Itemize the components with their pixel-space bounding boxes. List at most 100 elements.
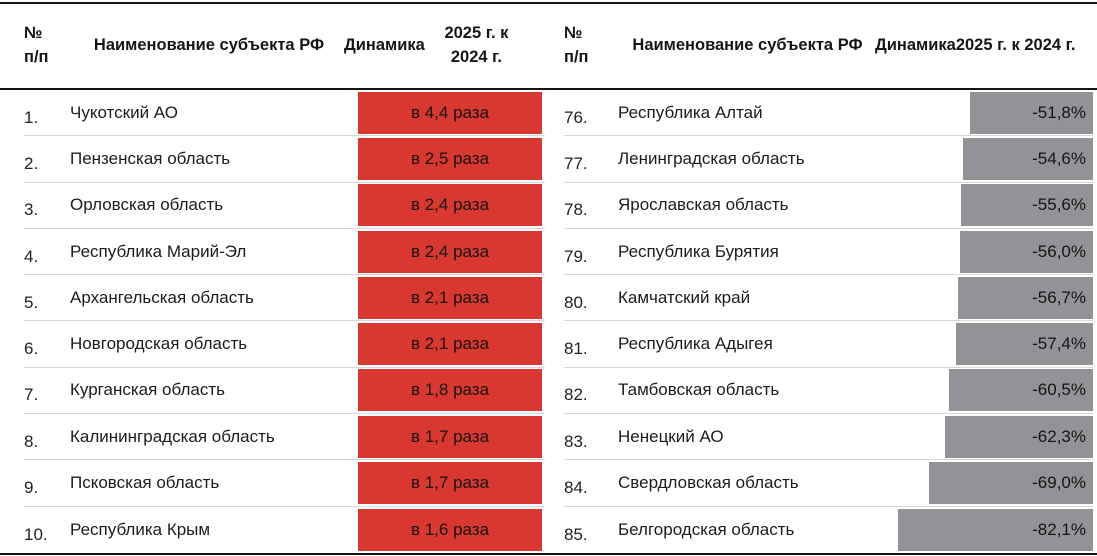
col-header-region: Наименование субъекта РФ <box>632 36 863 54</box>
table-row: 8. Калининградская область в 1,7 раза <box>24 414 545 461</box>
dynamics-value: в 2,4 раза <box>410 195 490 215</box>
dynamics-bar: -69,0% <box>928 462 1093 505</box>
dynamics-bar: -56,7% <box>958 276 1093 319</box>
row-number: 10. <box>24 524 48 544</box>
table-row: 84. Свердловская область -69,0% <box>564 460 1093 507</box>
table-row: 83. Ненецкий АО -62,3% <box>564 414 1093 461</box>
region-name: Курганская область <box>70 380 225 400</box>
num-header-line1: № <box>24 24 43 42</box>
num-header-line2: п/п <box>564 48 589 66</box>
table-row: 76. Республика Алтай -51,8% <box>564 90 1093 137</box>
dynamics-cell: -62,3% <box>855 414 1093 459</box>
dynamics-bar: в 1,8 раза <box>358 369 542 412</box>
dynamics-bar: в 2,4 раза <box>358 184 542 227</box>
region-name: Республика Крым <box>70 519 211 539</box>
table-row: 78. Ярославская область -55,6% <box>564 183 1093 229</box>
table-row: 2. Пензенская область в 2,5 раза <box>24 136 545 183</box>
dynamics-cell: в 2,5 раза <box>358 136 542 181</box>
table-decline-bottom10: № п/п Наименование субъекта РФ Динамика … <box>548 2 1093 553</box>
dynamics-bar: в 1,7 раза <box>358 462 542 505</box>
region-name: Республика Адыгея <box>618 334 773 354</box>
table-row: 3. Орловская область в 2,4 раза <box>24 183 545 229</box>
row-number: 80. <box>564 292 588 312</box>
dynamics-bar: в 2,5 раза <box>358 137 542 180</box>
row-number: 7. <box>24 385 39 405</box>
table-row: 7. Курганская область в 1,8 раза <box>24 368 545 415</box>
dynamics-value: -57,4% <box>1032 334 1086 354</box>
table-bottom-border <box>0 553 1097 555</box>
col-header-num: № п/п <box>564 21 608 69</box>
region-name: Калининградская область <box>70 426 275 446</box>
dynamics-value: в 2,4 раза <box>410 241 490 261</box>
dynamics-value: -60,5% <box>1032 380 1086 400</box>
col-header-dynamics: Динамика 2025 г. к 2024 г. <box>875 2 1097 88</box>
dynamics-value: -55,6% <box>1032 195 1086 215</box>
dynamics-value: -82,1% <box>1032 519 1086 539</box>
region-name: Республика Бурятия <box>618 241 779 261</box>
region-name: Ненецкий АО <box>618 426 724 446</box>
dynamics-cell: -57,4% <box>855 321 1093 366</box>
table-row: 82. Тамбовская область -60,5% <box>564 368 1093 415</box>
table-row: 1. Чукотский АО в 4,4 раза <box>24 90 545 137</box>
region-name: Свердловская область <box>618 473 799 493</box>
row-number: 79. <box>564 246 588 266</box>
row-number: 3. <box>24 200 39 220</box>
dynamics-bar: в 1,7 раза <box>358 415 542 458</box>
table-row: 77. Ленинградская область -54,6% <box>564 136 1093 183</box>
region-name: Камчатский край <box>618 287 751 307</box>
row-number: 83. <box>564 431 588 451</box>
table-row: 9. Псковская область в 1,7 раза <box>24 460 545 507</box>
dynamics-value: в 2,1 раза <box>410 334 490 354</box>
row-number: 8. <box>24 431 39 451</box>
table-row: 81. Республика Адыгея -57,4% <box>564 321 1093 368</box>
row-number: 76. <box>564 107 588 127</box>
table-body: 1. Чукотский АО в 4,4 раза 2. Пензенская… <box>24 90 545 553</box>
table-growth-top10: № п/п Наименование субъекта РФ Динамика … <box>0 2 545 553</box>
dynamics-bar: -62,3% <box>944 415 1093 458</box>
dynamics-cell: -82,1% <box>855 507 1093 553</box>
dynamics-value: в 2,5 раза <box>410 148 490 168</box>
table-row: 4. Республика Марий-Эл в 2,4 раза <box>24 229 545 276</box>
dynamics-bar: -56,0% <box>959 230 1093 273</box>
dynamics-value: -69,0% <box>1032 473 1086 493</box>
dynamics-cell: -51,8% <box>855 90 1093 135</box>
dynamics-bar: в 4,4 раза <box>358 91 542 134</box>
dynamics-cell: -56,7% <box>855 275 1093 320</box>
dynamics-cell: в 2,1 раза <box>358 275 542 320</box>
dynamics-bar: в 2,1 раза <box>358 323 542 366</box>
dynamics-cell: в 4,4 раза <box>358 90 542 135</box>
dynamics-cell: в 2,1 раза <box>358 321 542 366</box>
dynamics-bar: -60,5% <box>949 369 1093 412</box>
dynamics-value: в 2,1 раза <box>410 287 490 307</box>
region-name: Белгородская область <box>618 519 795 539</box>
dynamics-header-line1: Динамика <box>344 36 425 54</box>
dynamics-bar: -54,6% <box>963 137 1093 180</box>
table-row: 79. Республика Бурятия -56,0% <box>564 229 1093 276</box>
region-name: Архангельская область <box>70 287 254 307</box>
dynamics-cell: в 1,6 раза <box>358 507 542 553</box>
region-name: Чукотский АО <box>70 102 178 122</box>
dynamics-cell: -60,5% <box>855 368 1093 413</box>
row-number: 9. <box>24 478 39 498</box>
dynamics-bar: -82,1% <box>897 508 1093 551</box>
row-number: 6. <box>24 339 39 359</box>
row-number: 78. <box>564 200 588 220</box>
dynamics-bar: -57,4% <box>956 323 1093 366</box>
table-header: № п/п Наименование субъекта РФ Динамика … <box>24 2 545 88</box>
dynamics-header-line2: 2025 г. к 2024 г. <box>955 36 1076 54</box>
row-number: 85. <box>564 524 588 544</box>
row-number: 81. <box>564 339 588 359</box>
table-row: 85. Белгородская область -82,1% <box>564 507 1093 553</box>
dynamics-bar: в 2,1 раза <box>358 276 542 319</box>
dynamics-cell: в 1,7 раза <box>358 414 542 459</box>
dynamics-cell: -69,0% <box>855 460 1093 505</box>
col-header-num: № п/п <box>24 21 68 69</box>
table-row: 5. Архангельская область в 2,1 раза <box>24 275 545 322</box>
col-header-region: Наименование субъекта РФ <box>93 36 325 54</box>
num-header-line2: п/п <box>24 48 49 66</box>
dynamics-cell: -54,6% <box>855 136 1093 181</box>
region-name: Тамбовская область <box>618 380 780 400</box>
dynamics-cell: в 2,4 раза <box>358 229 542 274</box>
row-number: 2. <box>24 153 39 173</box>
